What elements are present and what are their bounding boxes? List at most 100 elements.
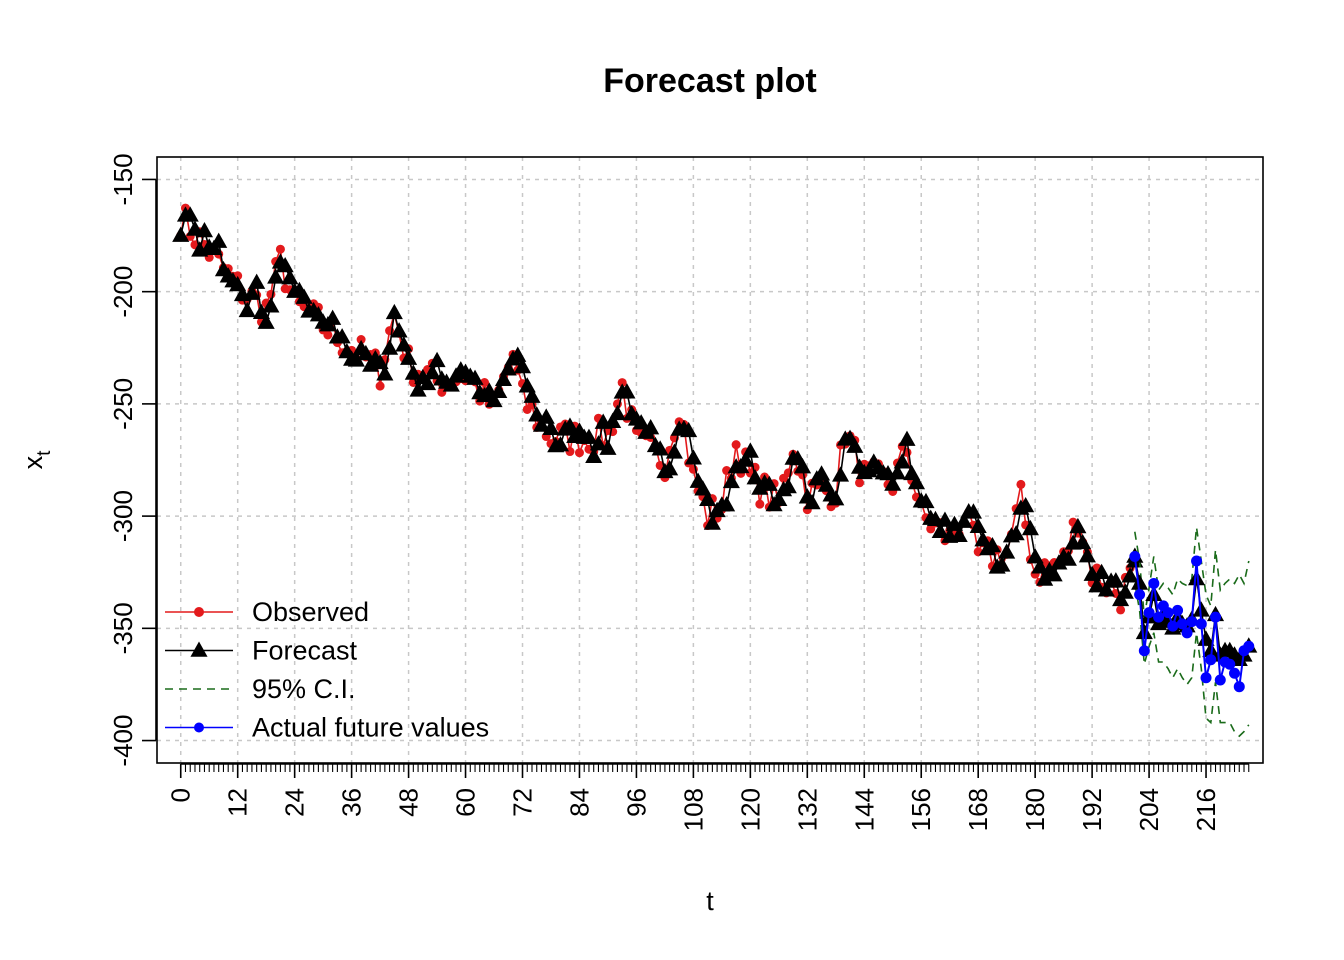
forecast-point — [964, 503, 982, 519]
forecast-point — [400, 349, 418, 365]
forecast-point — [376, 365, 394, 381]
forecast-point — [523, 387, 541, 403]
actual-future-point — [1210, 611, 1222, 623]
observed-point — [275, 244, 285, 254]
forecast-point — [466, 369, 484, 385]
y-axis-label: xt — [18, 450, 55, 470]
forecast-point — [324, 309, 342, 325]
x-tick-label: 168 — [963, 788, 993, 831]
forecast-point — [542, 419, 560, 436]
forecast-point — [893, 453, 911, 469]
forecast-point — [703, 514, 721, 530]
x-tick-label: 48 — [394, 788, 424, 817]
forecast-point — [347, 351, 365, 367]
forecast-point — [1017, 496, 1035, 513]
forecast-future-point — [1135, 623, 1153, 640]
forecast-future-point — [1192, 601, 1210, 617]
actual-future-point — [1195, 618, 1207, 630]
forecast-point — [931, 522, 949, 539]
forecast-point — [907, 474, 926, 490]
forecast-point — [1069, 517, 1087, 534]
forecast-point — [404, 364, 422, 380]
forecast-point — [494, 370, 513, 387]
forecast-point — [195, 221, 214, 238]
observed-point — [1016, 479, 1026, 489]
actual-future-point — [1181, 627, 1193, 639]
forecast-point — [737, 451, 755, 467]
forecast-point — [604, 412, 622, 428]
x-tick-label: 180 — [1020, 788, 1050, 831]
forecast-point — [936, 511, 954, 527]
legend-item-forecast: Forecast — [165, 636, 358, 666]
forecast-point — [618, 383, 636, 399]
x-tick-label: 144 — [849, 788, 879, 831]
actual-future-point — [1191, 555, 1203, 567]
forecast-point — [794, 458, 812, 474]
forecast-point — [722, 472, 740, 489]
forecast-point — [537, 408, 555, 424]
forecast-point — [210, 232, 228, 248]
actual-future-point — [1176, 618, 1188, 630]
x-tick-label: 156 — [906, 788, 936, 831]
plot-frame — [156, 156, 1264, 764]
forecast-point — [395, 336, 413, 352]
forecast-point — [442, 376, 460, 392]
forecast-point — [423, 363, 441, 380]
actual-future-point — [1243, 640, 1255, 652]
legend-item-actual: Actual future values — [165, 713, 489, 743]
legend-marker-actual — [194, 722, 204, 733]
forecast-point — [585, 447, 603, 464]
actual-future-point — [1186, 616, 1198, 628]
forecast-point — [181, 206, 199, 222]
x-tick-label: 204 — [1134, 788, 1164, 831]
x-tick-label: 12 — [223, 788, 253, 817]
forecast-point — [917, 492, 935, 509]
forecast-point — [276, 257, 294, 273]
forecast-point — [419, 374, 437, 391]
forecast-point — [741, 442, 759, 458]
legend-label-forecast: Forecast — [252, 636, 358, 666]
forecast-point — [998, 543, 1016, 559]
actual-future-point — [1214, 674, 1226, 686]
x-tick-label: 36 — [337, 788, 367, 817]
forecast-point — [513, 357, 532, 374]
observed-point — [356, 335, 366, 345]
forecast-point — [983, 536, 1001, 553]
forecast-point — [846, 437, 864, 453]
y-tick-label: -200 — [108, 266, 138, 318]
y-axis-label-main: x — [18, 455, 48, 469]
x-tick-label: 216 — [1191, 788, 1221, 831]
forecast-point — [1088, 577, 1106, 593]
forecast-point — [509, 346, 527, 362]
forecast-point — [950, 526, 968, 543]
series-layer — [172, 203, 1258, 738]
forecast-point — [1036, 570, 1054, 586]
forecast-point — [955, 512, 973, 528]
actual-future-point — [1229, 667, 1241, 679]
actual-future-point — [1129, 551, 1141, 563]
legend-marker-observed — [194, 607, 204, 617]
forecast-point — [665, 443, 683, 459]
forecast-point — [718, 496, 736, 512]
forecast-point — [385, 303, 403, 320]
forecast-point — [262, 297, 280, 313]
forecast-point — [490, 382, 508, 399]
forecast-point — [661, 460, 679, 476]
forecast-point — [608, 404, 626, 421]
forecast-future-point — [1145, 585, 1163, 601]
actual-future-point — [1172, 604, 1184, 616]
legend-marker-forecast — [190, 641, 208, 657]
x-tick-label: 24 — [280, 788, 310, 817]
forecast-point — [499, 360, 517, 376]
actual-future-point — [1224, 658, 1236, 670]
forecast-point — [1121, 567, 1139, 583]
forecast-point — [1031, 558, 1049, 574]
observed-point — [731, 440, 741, 450]
y-axis-label-subscript: t — [34, 450, 55, 456]
observed-point — [323, 330, 333, 340]
forecast-point — [993, 556, 1011, 572]
y-axis-label-group: xt — [18, 450, 55, 470]
forecast-point — [532, 416, 551, 432]
y-tick-label: -150 — [108, 153, 138, 205]
forecast-point — [357, 344, 375, 361]
